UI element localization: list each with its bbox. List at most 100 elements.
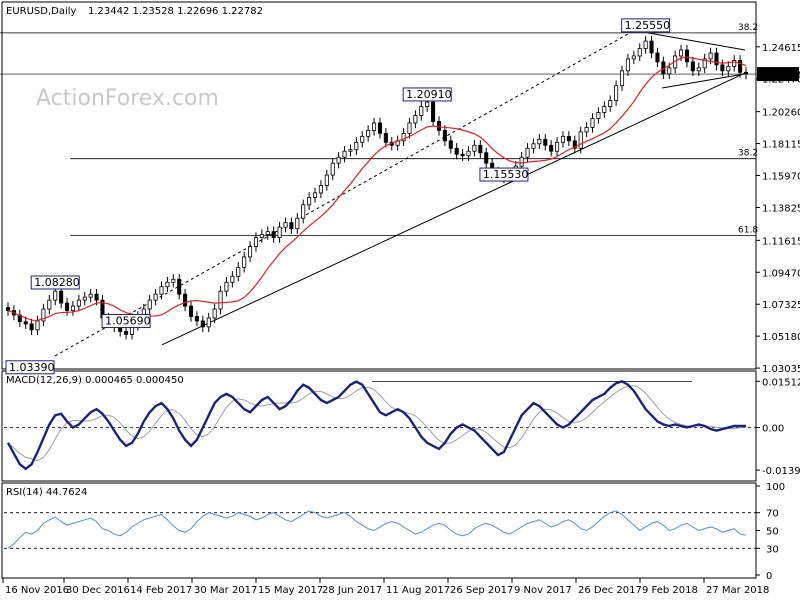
y-tick-label: 0.00 [762,424,784,435]
candle-body [360,135,365,143]
x-tick-label: 26 Dec 2017 [578,585,642,596]
candle-body [590,118,595,128]
candle-body [230,275,235,283]
annotation-box [5,360,55,375]
candle-body [431,101,436,122]
candle-body [277,226,282,238]
candle-body [372,122,377,131]
macd-y-axis: 0.01512 0.00 -0.01393 [756,377,800,477]
candle-body [619,70,625,87]
support-trendline [161,72,746,346]
candle-body [478,144,483,154]
rsi-title: RSI(14) 44.7624 [6,487,87,498]
annotation-box [30,275,80,290]
annotation-label: 1.08280 [34,276,79,289]
candle-body [318,185,323,194]
rsi-lines [7,510,747,549]
candle-body [153,293,158,301]
x-tick-label: 9 Feb 2018 [642,585,698,596]
macd-panel [1,370,757,482]
annotation-box [402,87,452,102]
price-title: EURUSD,Daily [6,6,77,17]
candle-body [41,308,46,322]
y-tick-label: -0.01393 [762,466,800,477]
candle-body [124,330,129,335]
y-tick-label: 1.11615 [762,236,800,247]
candle-body [578,131,583,149]
fib-label: 61.8 [738,225,758,235]
candle-body [265,231,270,236]
candle-body [560,135,566,143]
candle-body [366,129,371,137]
candle-body [336,156,341,164]
candle-body [743,71,749,75]
candle-body [466,150,471,157]
candle-body [94,293,99,301]
candle-body [714,52,719,66]
macd-title: MACD(12,26,9) 0.000465 0.000450 [6,375,184,386]
x-tick-label: 15 May 2017 [258,585,323,596]
y-tick-label: 1.13825 [762,203,800,214]
x-tick-label: 16 Nov 2016 [5,585,69,596]
candle-body [35,320,40,331]
candle-body [23,321,28,325]
candle-body [537,138,542,145]
x-tick-label: 27 Mar 2018 [706,585,769,596]
x-tick-label: 28 Jun 2017 [322,585,382,596]
candle-body [377,122,382,134]
y-tick-label: 1.24615 [762,43,800,54]
y-tick-label: 50 [766,527,779,538]
candle-body [53,290,58,301]
candle-body [17,314,22,323]
candle-body [312,192,318,198]
candle-body [224,281,229,292]
candle-body [596,112,601,119]
ma-line [7,56,747,321]
candle-body [454,147,459,155]
candle-body [702,58,707,69]
candle-body [177,278,182,295]
candle-body [194,316,199,322]
rsi-y-axis: 100 70 50 30 0 [756,482,785,582]
candle-body [436,121,442,131]
candle-body [442,129,447,142]
candle-body [425,101,430,107]
candle-body [242,256,247,268]
candle-body [88,293,93,298]
candle-body [566,135,571,142]
candle-body [602,106,607,113]
triangle-upper [647,32,746,51]
candle-body [289,222,294,230]
x-tick-label: 30 Dec 2016 [66,585,130,596]
price-y-axis: 1.246151.224701.202601.181151.159701.138… [756,43,800,375]
candle-body [65,302,70,311]
candle-body [47,299,52,310]
annotation-label: 1.15530 [483,168,529,181]
annotation-box [101,314,151,329]
candle-body [76,299,81,307]
x-tick-label: 14 Feb 2017 [130,585,192,596]
candle-body [259,234,264,238]
watermark: ActionForex.com [36,86,219,111]
last-price-label: 1.22782 [760,70,800,81]
candle-body [330,162,335,176]
candle-body [625,58,630,72]
candle-body [631,55,636,60]
candle-body [401,132,406,142]
candle-body [354,141,359,151]
annotation-label: 1.20910 [406,88,452,101]
candle-body [59,290,64,304]
fib-label: 38.2 [738,23,758,33]
last-price-box [757,67,799,82]
candle-body [212,308,217,319]
y-tick-label: 100 [766,482,785,493]
candle-body [460,153,465,157]
y-tick-label: 30 [766,544,779,555]
candle-body [614,85,619,102]
candle-body [708,52,713,60]
y-tick-label: 1.05180 [762,332,800,343]
y-tick-label: 1.09470 [762,268,800,279]
macd-grid [4,380,756,428]
price-candles [5,35,749,340]
